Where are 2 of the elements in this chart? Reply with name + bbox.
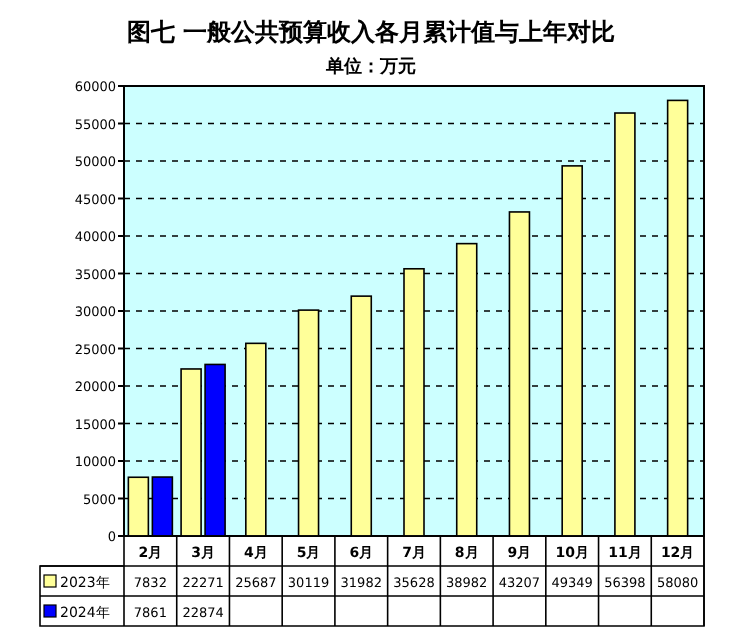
chart-subtitle: 单位：万元 <box>324 56 416 78</box>
chart-title: 图七 一般公共预算收入各月累计值与上年对比 <box>126 18 616 46</box>
